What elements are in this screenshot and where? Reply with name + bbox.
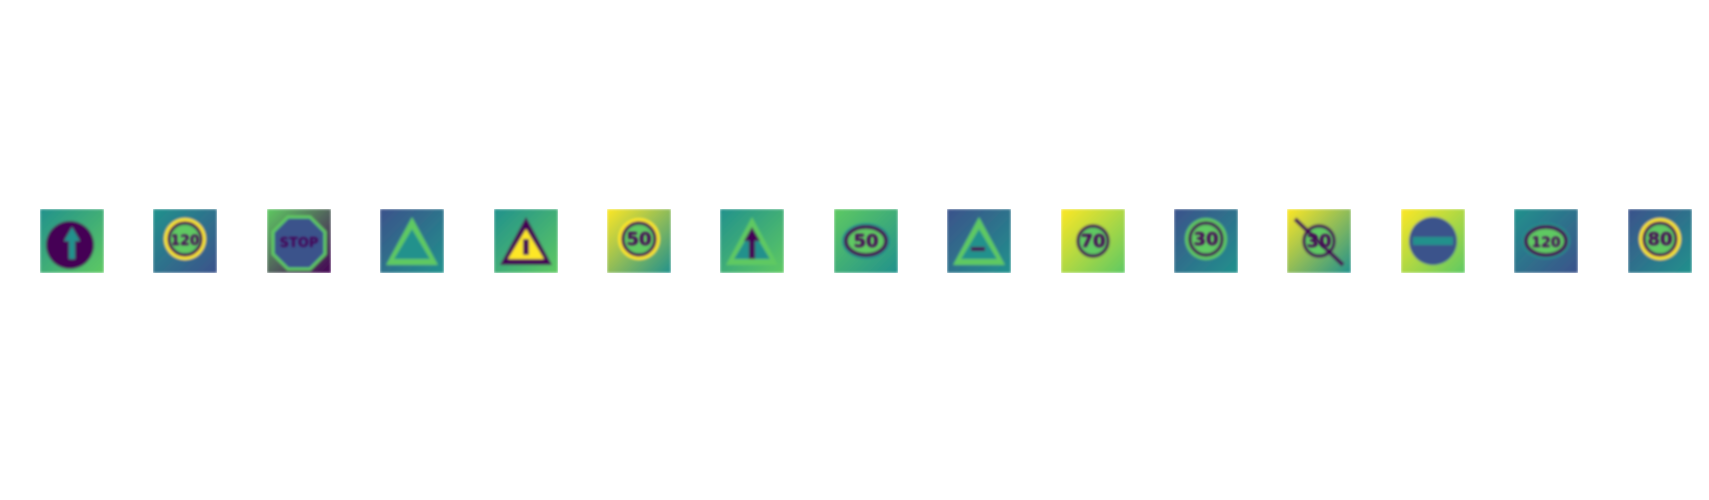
- sign-text: 120: [1531, 235, 1560, 251]
- speed-limit-30-diag-sign: 30: [1287, 209, 1351, 273]
- warning-triangle-dark-sign: [494, 209, 558, 273]
- sign-thumbnail: 30: [1174, 209, 1238, 273]
- sign-thumbnail: 80: [1628, 209, 1692, 273]
- sign-text: 70: [1080, 231, 1105, 252]
- sign-thumbnail: [1401, 209, 1465, 273]
- sign-thumbnail: STOP: [267, 209, 331, 273]
- ahead-only-sign: [40, 209, 104, 273]
- sign-text: 30: [1193, 229, 1218, 250]
- traffic-sign-image-strip: 120 STOP 50 50 70 30 30 120 80: [0, 209, 1709, 273]
- warning-triangle-slope-sign: [947, 209, 1011, 273]
- sign-text: 50: [626, 229, 651, 250]
- sign-thumbnail: 70: [1061, 209, 1125, 273]
- stop-sign: STOP: [267, 209, 331, 273]
- speed-limit-70-sign: 70: [1061, 209, 1125, 273]
- sign-thumbnail: [40, 209, 104, 273]
- sign-thumbnail: [947, 209, 1011, 273]
- speed-limit-30-sign: 30: [1174, 209, 1238, 273]
- warning-triangle-arrow-sign: [720, 209, 784, 273]
- sign-text: 30: [1306, 231, 1331, 252]
- no-entry-sign: [1401, 209, 1465, 273]
- sign-thumbnail: 120: [153, 209, 217, 273]
- speed-limit-120-ellipse-sign: 120: [1514, 209, 1578, 273]
- speed-limit-120-sign: 120: [153, 209, 217, 273]
- sign-thumbnail: 120: [1514, 209, 1578, 273]
- sign-thumbnail: [380, 209, 444, 273]
- warning-triangle-sign: [380, 209, 444, 273]
- sign-thumbnail: 50: [607, 209, 671, 273]
- sign-text: 120: [170, 233, 199, 249]
- speed-limit-50-sign: 50: [607, 209, 671, 273]
- sign-thumbnail: 30: [1287, 209, 1351, 273]
- sign-text: STOP: [280, 236, 319, 251]
- sign-text: 50: [853, 231, 878, 252]
- sign-thumbnail: 50: [834, 209, 898, 273]
- speed-limit-50-ellipse-sign: 50: [834, 209, 898, 273]
- sign-text: 80: [1647, 229, 1672, 250]
- speed-limit-80-sign: 80: [1628, 209, 1692, 273]
- sign-thumbnail: [720, 209, 784, 273]
- sign-thumbnail: [494, 209, 558, 273]
